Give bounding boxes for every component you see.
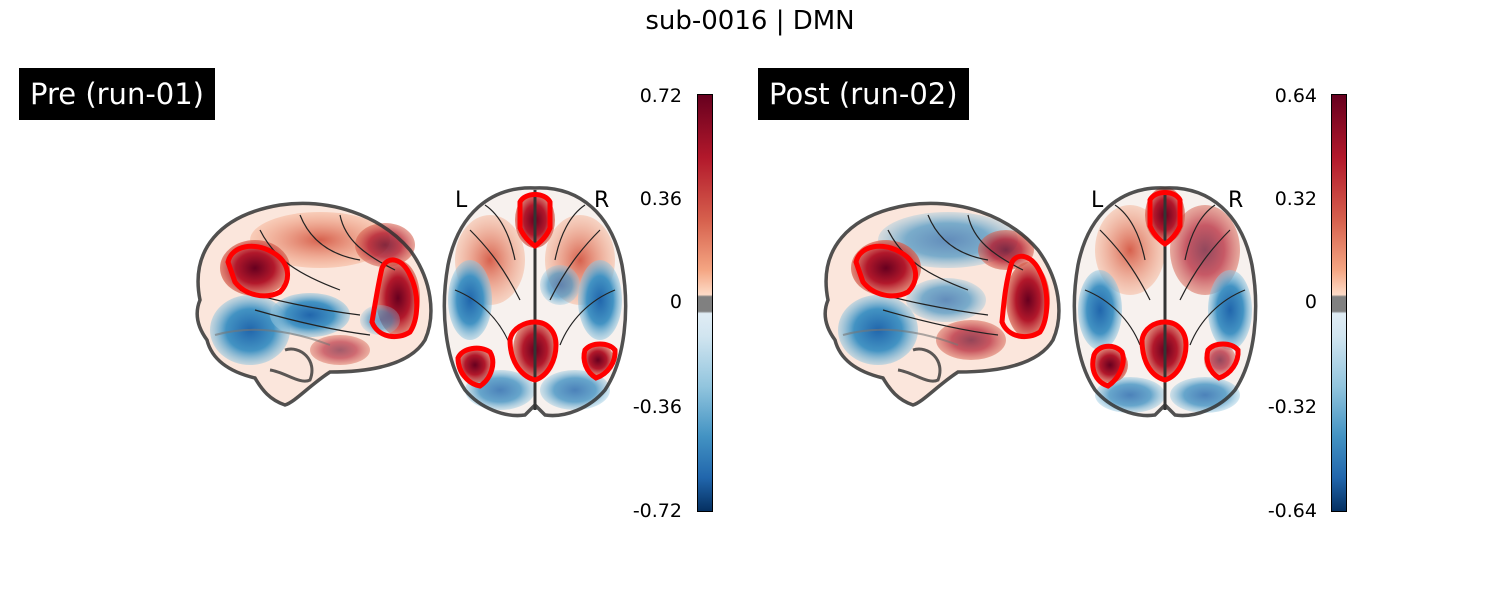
figure-title: sub-0016 | DMN xyxy=(645,6,855,36)
pre-colorbar xyxy=(697,94,713,512)
post-colorbar-tick: -0.64 xyxy=(1267,500,1317,522)
axial-view-icon xyxy=(442,186,628,418)
sagittal-view-icon xyxy=(195,201,433,407)
axial-view-icon xyxy=(1072,186,1258,418)
post-colorbar-tick: 0 xyxy=(1304,291,1317,313)
right-hemisphere-marker: R xyxy=(594,188,610,213)
left-hemisphere-marker: L xyxy=(1091,188,1104,213)
pre-run-label: Pre (run-01) xyxy=(19,68,215,120)
left-hemisphere-marker: L xyxy=(455,188,468,213)
pre-glass-brain xyxy=(195,186,628,418)
pre-colorbar-tick: -0.36 xyxy=(632,396,682,418)
pre-colorbar-tick: 0.36 xyxy=(639,188,682,210)
post-colorbar-tick: -0.32 xyxy=(1267,396,1317,418)
post-colorbar-tick: 0.64 xyxy=(1274,85,1317,107)
post-colorbar-tick: 0.32 xyxy=(1274,188,1317,210)
pre-colorbar-tick: 0.72 xyxy=(639,85,682,107)
sagittal-view-icon xyxy=(823,201,1061,407)
pre-colorbar-tick: -0.72 xyxy=(632,500,682,522)
post-panel: Post (run-02) xyxy=(740,0,1500,600)
post-run-label: Post (run-02) xyxy=(758,68,969,120)
post-colorbar xyxy=(1331,94,1347,512)
right-hemisphere-marker: R xyxy=(1228,188,1244,213)
pre-colorbar-tick: 0 xyxy=(669,291,682,313)
pre-panel: Pre (run-01) xyxy=(0,0,740,600)
post-glass-brain xyxy=(823,186,1258,418)
